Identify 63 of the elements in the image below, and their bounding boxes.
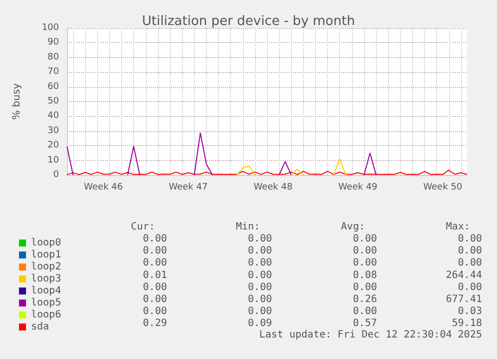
text: 0.00: [142, 234, 167, 244]
text: 0.00: [248, 258, 272, 269]
y-tick-label: 0: [53, 170, 60, 180]
text: 0.00: [352, 282, 377, 293]
text: 0.00: [458, 282, 482, 293]
legend-label: loop3: [31, 274, 62, 284]
legend-label: loop1: [31, 250, 62, 260]
text: 0.09: [248, 318, 272, 330]
legend-label: loop5: [31, 298, 62, 308]
x-tick-label: Week 46: [84, 182, 124, 192]
text: 0.57: [352, 318, 377, 330]
y-tick-label: 30: [48, 126, 60, 136]
legend-label: loop4: [31, 286, 62, 296]
x-tick-label: Week 47: [168, 182, 208, 192]
text: 0.00: [248, 270, 272, 281]
y-tick-label: 100: [42, 23, 60, 33]
y-tick-label: 10: [48, 155, 60, 166]
y-tick-label: 50: [48, 96, 60, 106]
text: 0.26: [352, 294, 377, 305]
x-tick-label: Week 48: [254, 182, 293, 192]
text: 0.00: [458, 234, 482, 244]
x-tick-label: Week 50: [423, 182, 463, 192]
text: 0.03: [458, 306, 482, 318]
y-tick-label: 60: [48, 82, 60, 92]
text: 0.00: [248, 282, 272, 293]
text: 0.00: [142, 246, 167, 257]
y-tick-label: 80: [48, 52, 60, 62]
text: 0.00: [458, 246, 482, 257]
legend-label: sda: [31, 322, 50, 332]
legend-label: loop0: [31, 238, 62, 248]
text: 0.00: [142, 258, 167, 269]
legend-label: loop6: [31, 310, 62, 320]
y-tick-label: 70: [48, 67, 60, 78]
text: 59.18: [452, 318, 482, 330]
text: Min:: [236, 222, 260, 232]
text: 0.00: [248, 246, 272, 257]
legend-label: loop2: [31, 262, 62, 272]
y-tick-label: 20: [48, 140, 60, 151]
text: 0.00: [352, 234, 377, 244]
x-tick-label: Week 49: [338, 182, 378, 192]
text: 0.00: [458, 258, 482, 269]
text: 0.00: [352, 246, 377, 257]
text: Cur:: [130, 222, 155, 232]
text: 677.41: [446, 294, 482, 305]
text: 0.01: [142, 270, 167, 281]
text: 0.00: [352, 306, 377, 318]
text: 0.00: [352, 258, 377, 269]
text: Avg:: [340, 222, 365, 232]
text: Last update: Fri Dec 12 22:30:04 2025: [259, 330, 482, 340]
text: Max:: [446, 222, 470, 232]
text: 0.00: [142, 294, 167, 305]
y-tick-label: 90: [48, 38, 60, 48]
text: 0.00: [248, 234, 272, 244]
text: 0.08: [352, 270, 377, 281]
text: 0.00: [248, 306, 272, 318]
y-tick-label: 40: [48, 111, 60, 122]
text: 0.29: [142, 318, 167, 330]
chart-title: Utilization per device - by month: [142, 14, 355, 29]
text: 0.00: [142, 282, 167, 293]
text: 264.44: [446, 270, 482, 281]
text: 0.00: [142, 306, 167, 318]
text: 0.00: [248, 294, 272, 305]
y-axis-title: % busy: [12, 83, 22, 120]
